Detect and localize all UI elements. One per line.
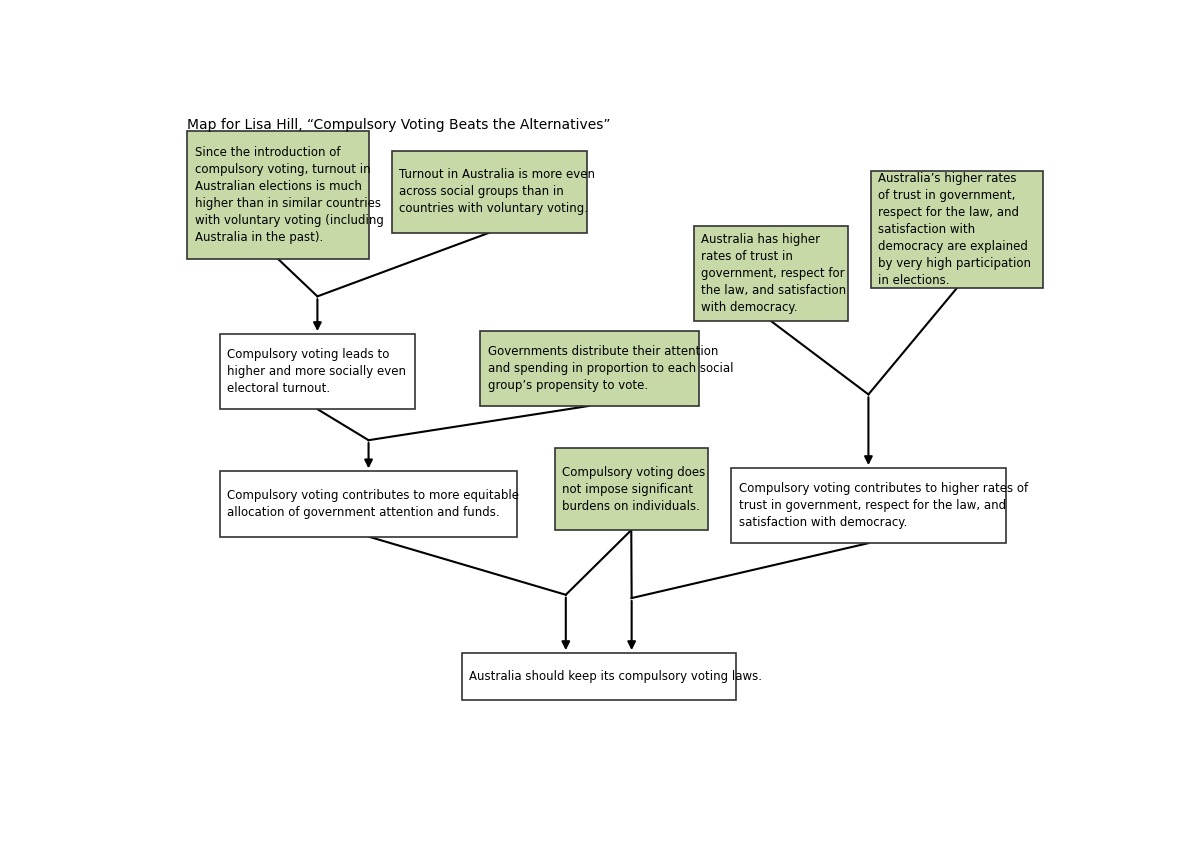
FancyBboxPatch shape xyxy=(187,132,368,259)
FancyBboxPatch shape xyxy=(220,334,415,409)
FancyBboxPatch shape xyxy=(554,448,708,530)
Text: Turnout in Australia is more even
across social groups than in
countries with vo: Turnout in Australia is more even across… xyxy=(400,168,595,216)
FancyBboxPatch shape xyxy=(871,171,1043,288)
Text: Compulsory voting leads to
higher and more socially even
electoral turnout.: Compulsory voting leads to higher and mo… xyxy=(227,348,406,395)
Text: Governments distribute their attention
and spending in proportion to each social: Governments distribute their attention a… xyxy=(487,345,733,391)
FancyBboxPatch shape xyxy=(731,468,1006,543)
FancyBboxPatch shape xyxy=(391,151,587,233)
Text: Australia’s higher rates
of trust in government,
respect for the law, and
satisf: Australia’s higher rates of trust in gov… xyxy=(878,171,1031,287)
Text: Compulsory voting contributes to higher rates of
trust in government, respect fo: Compulsory voting contributes to higher … xyxy=(739,482,1028,529)
FancyBboxPatch shape xyxy=(220,471,517,537)
FancyBboxPatch shape xyxy=(480,331,698,406)
Text: Australia should keep its compulsory voting laws.: Australia should keep its compulsory vot… xyxy=(469,670,762,683)
Text: Map for Lisa Hill, “Compulsory Voting Beats the Alternatives”: Map for Lisa Hill, “Compulsory Voting Be… xyxy=(187,118,611,132)
Text: Since the introduction of
compulsory voting, turnout in
Australian elections is : Since the introduction of compulsory vot… xyxy=(194,146,384,244)
FancyBboxPatch shape xyxy=(462,653,736,700)
Text: Australia has higher
rates of trust in
government, respect for
the law, and sati: Australia has higher rates of trust in g… xyxy=(702,233,847,314)
Text: Compulsory voting does
not impose significant
burdens on individuals.: Compulsory voting does not impose signif… xyxy=(562,466,706,513)
FancyBboxPatch shape xyxy=(694,226,847,321)
Text: Compulsory voting contributes to more equitable
allocation of government attenti: Compulsory voting contributes to more eq… xyxy=(227,489,520,519)
